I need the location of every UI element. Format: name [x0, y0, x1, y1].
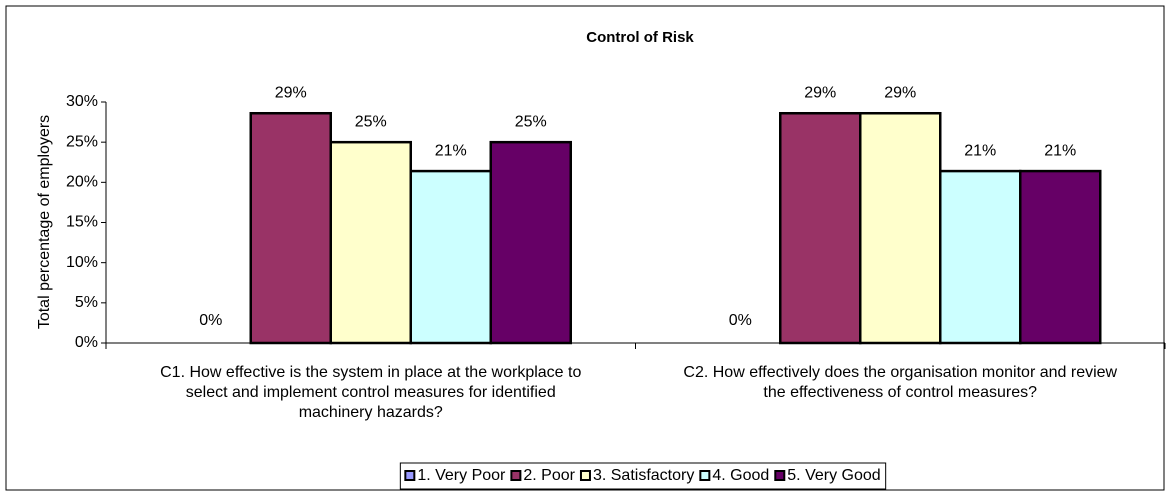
bar: [859, 111, 942, 345]
x-tick-label: C2. How effectively does the organisatio…: [683, 364, 1118, 401]
y-axis-label: Total percentage of employers: [36, 115, 53, 329]
data-label: 25%: [355, 113, 387, 130]
bar: [409, 169, 492, 345]
data-label: 0%: [729, 312, 752, 329]
legend-swatch: [774, 470, 786, 481]
data-label: 21%: [964, 142, 996, 159]
y-tick-label: 5%: [75, 294, 98, 311]
legend-label: 1. Very Poor: [417, 467, 506, 484]
bar: [489, 140, 572, 345]
bar: [1019, 169, 1102, 345]
y-tick-label: 10%: [66, 254, 98, 271]
legend-swatch: [404, 470, 416, 481]
bar: [779, 111, 862, 345]
y-tick-label: 20%: [66, 174, 98, 191]
legend-label: 3. Satisfactory: [593, 467, 694, 484]
x-tick-label: C1. How effective is the system in place…: [160, 364, 582, 421]
chart-title: Control of Risk: [586, 29, 694, 46]
data-label: 25%: [515, 113, 547, 130]
y-tick-label: 15%: [66, 214, 98, 231]
y-tick-label: 25%: [66, 133, 98, 150]
y-tick-label: 30%: [66, 93, 98, 110]
data-label: 21%: [1044, 142, 1076, 159]
legend-swatch: [510, 470, 522, 481]
legend-label: 4. Good: [712, 467, 769, 484]
legend-swatch: [699, 470, 711, 481]
y-tick-label: 0%: [75, 334, 98, 351]
bar: [329, 140, 412, 345]
data-label: 21%: [435, 142, 467, 159]
legend-box: [399, 462, 887, 490]
legend-label: 5. Very Good: [787, 467, 880, 484]
legend-swatch: [579, 470, 591, 481]
data-label: 29%: [804, 84, 836, 101]
legend-label: 2. Poor: [523, 467, 575, 484]
bar: [939, 169, 1022, 345]
data-label: 29%: [275, 84, 307, 101]
bar: [249, 111, 332, 345]
data-label: 0%: [199, 312, 222, 329]
data-label: 29%: [884, 84, 916, 101]
